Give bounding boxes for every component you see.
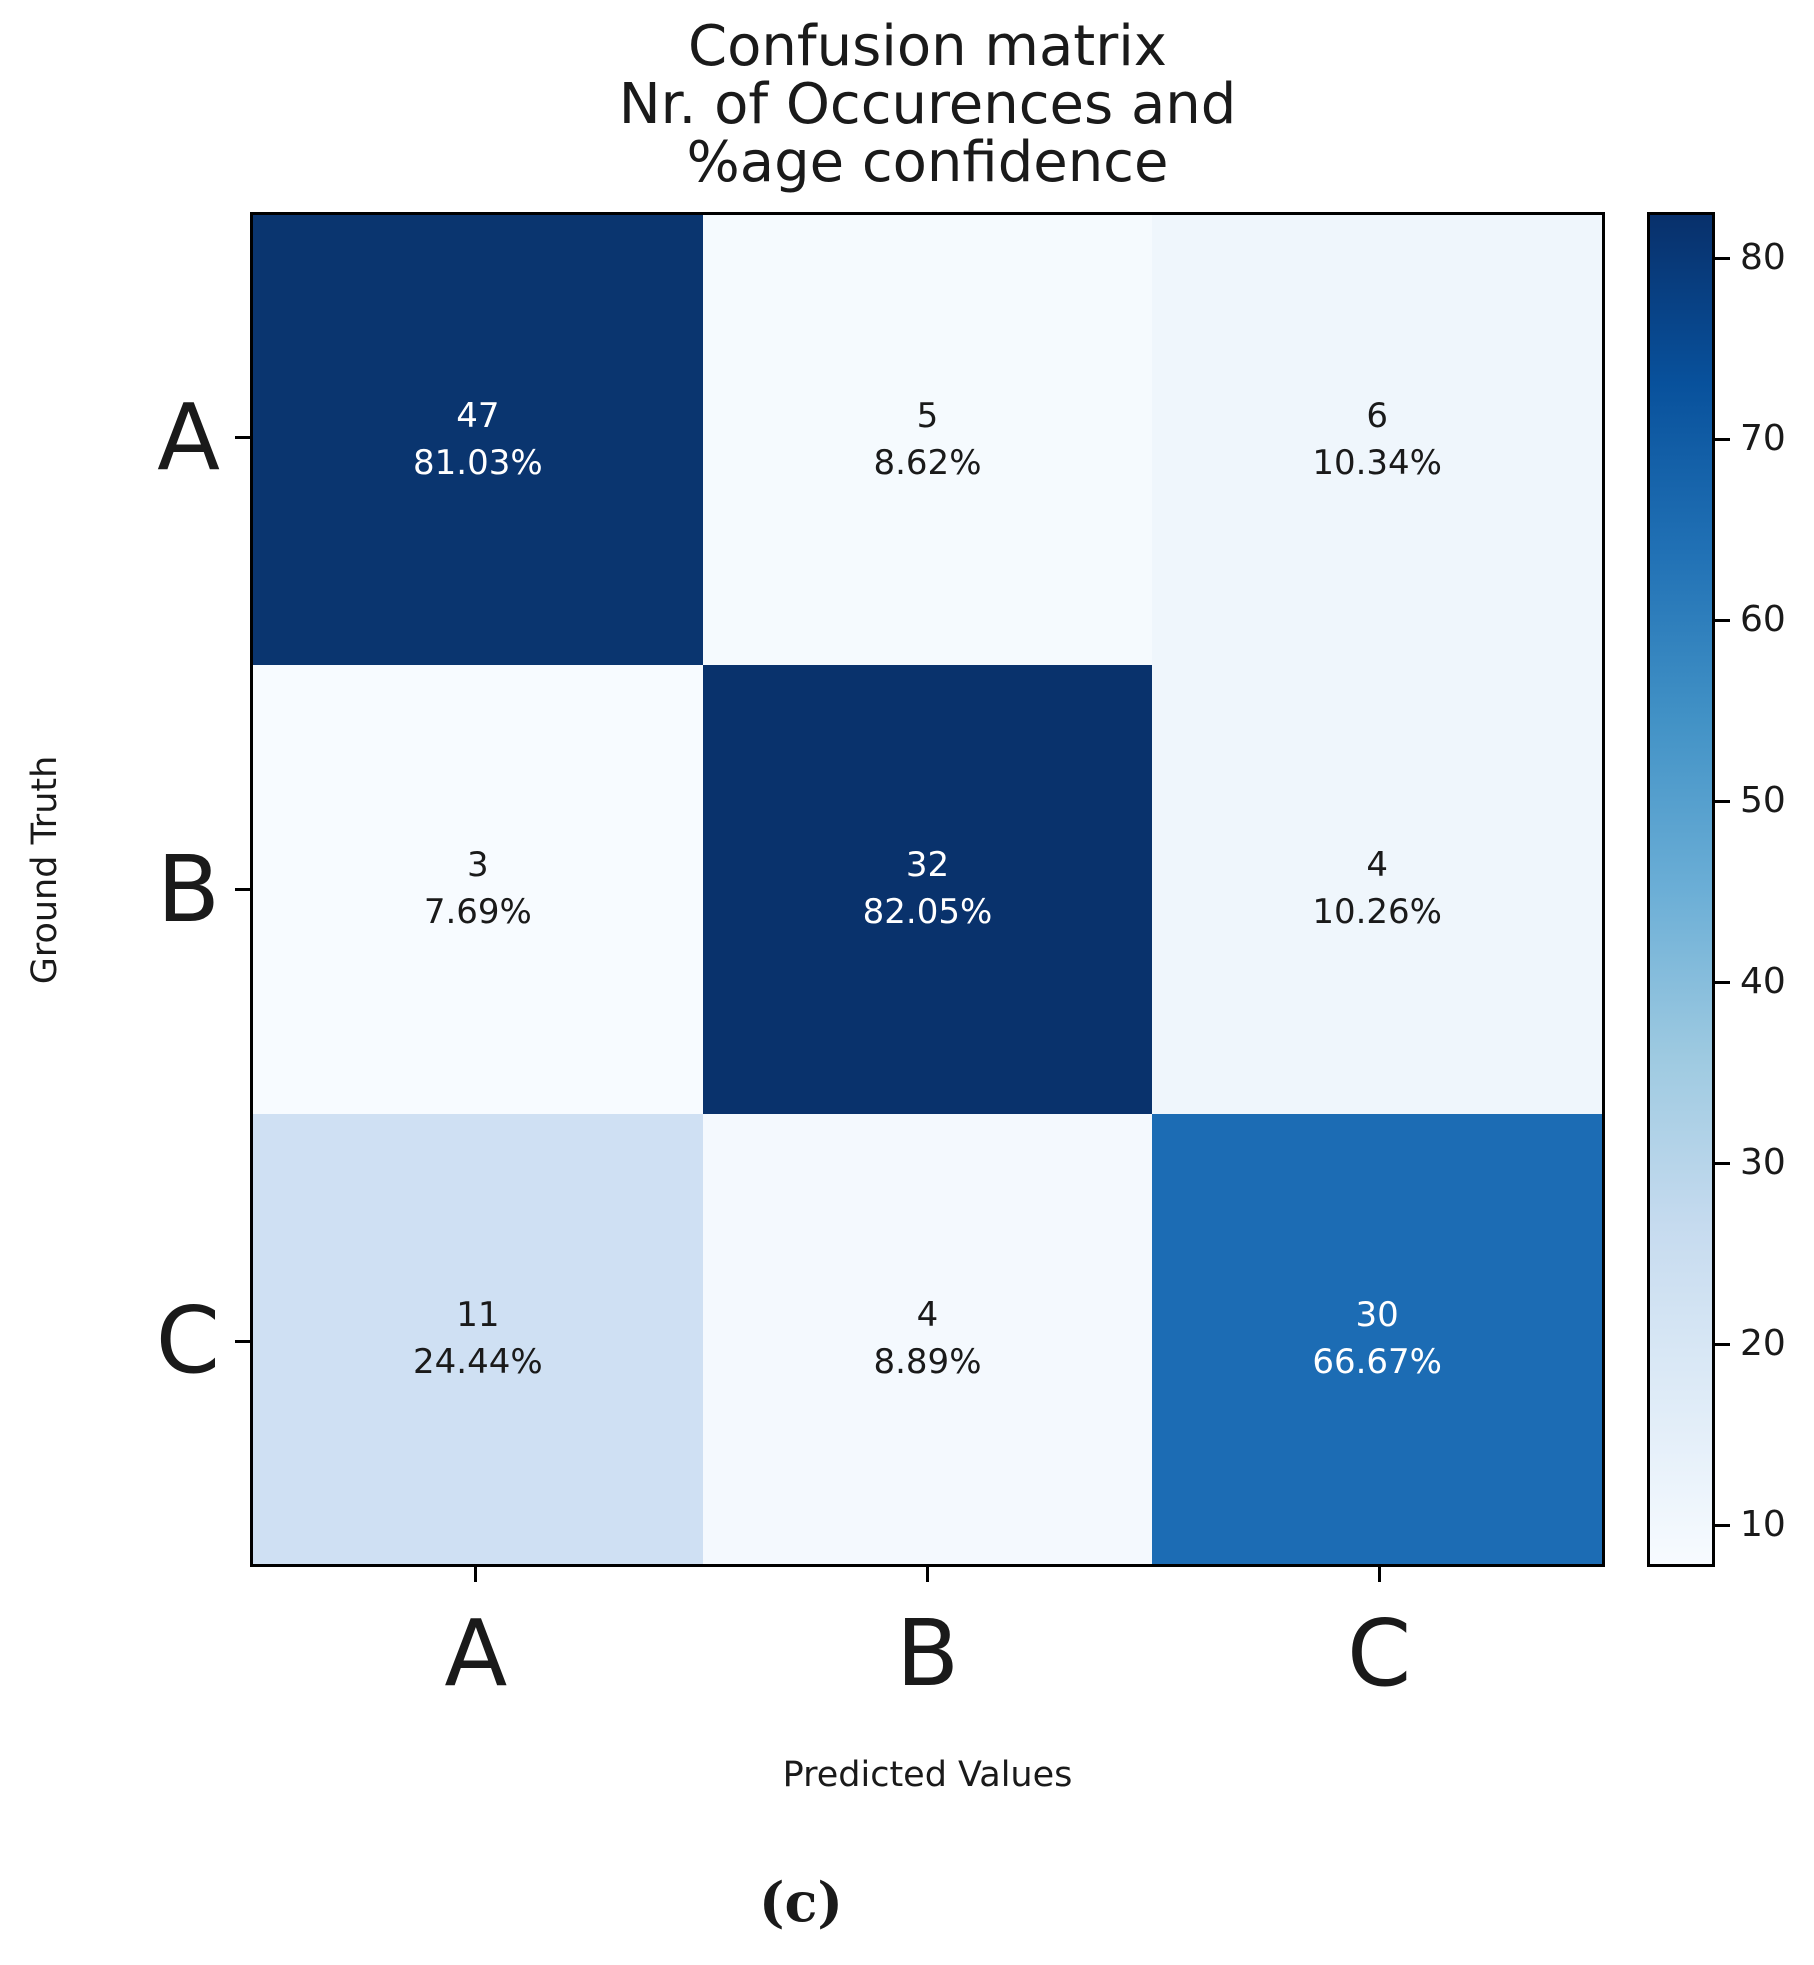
matrix-cell-C-C: 30 66.67% [1152,1114,1602,1564]
cell-percentage: 7.69% [423,892,532,933]
title-line-1: Confusion matrix [688,14,1167,79]
colorbar-tick-mark [1715,799,1730,803]
y-tick-mark [235,436,250,440]
x-tick-mark [926,1567,929,1582]
heatmap-grid: 47 81.03% 5 8.62% 6 10.34% 3 7.69% 32 82.05% 4 10.2… [250,212,1605,1567]
matrix-cell-C-A: 11 24.44% [253,1114,703,1564]
cell-count: 4 [916,1295,939,1336]
cell-count: 3 [467,845,489,886]
x-tick-mark [1377,1567,1381,1582]
y-tick-label-B: B [156,835,220,943]
y-tick-mark [235,888,250,891]
cell-count: 32 [905,845,950,886]
matrix-cell-A-C: 6 10.34% [1152,215,1602,665]
title-line-3: %age confidence [686,130,1169,195]
colorbar-tick-label-30: 30 [1740,1142,1786,1184]
colorbar-tick-label-60: 60 [1740,599,1786,641]
colorbar-tick-mark [1715,1161,1730,1165]
matrix-cell-B-B: 32 82.05% [702,664,1153,1115]
cell-percentage: 10.26% [1312,892,1442,933]
colorbar-tick-mark [1715,980,1730,984]
x-tick-label-B: B [895,1600,960,1707]
subfigure-caption: (c) [759,1870,843,1934]
cell-count: 6 [1366,395,1388,436]
colorbar-tick-label-40: 40 [1740,961,1786,1003]
cell-count: 11 [456,1295,500,1336]
colorbar-tick-mark [1715,1342,1730,1346]
x-tick-mark [474,1567,478,1582]
matrix-cell-A-A: 47 81.03% [253,215,703,665]
matrix-cell-C-B: 4 8.89% [702,1114,1153,1564]
cell-count: 4 [1366,845,1388,886]
cell-percentage: 24.44% [413,1342,543,1383]
colorbar-tick-mark [1715,618,1730,622]
y-tick-label-C: C [155,1287,220,1395]
cell-percentage: 8.89% [873,1342,982,1383]
colorbar-tick-label-50: 50 [1740,780,1786,822]
cell-count: 30 [1355,1295,1399,1336]
colorbar-tick-mark [1715,1523,1730,1527]
y-tick-label-A: A [157,383,220,491]
matrix-cell-B-C: 4 10.26% [1152,664,1602,1115]
title-line-2: Nr. of Occurences and [618,72,1237,137]
cell-percentage: 82.05% [862,892,993,933]
cell-percentage: 10.34% [1312,442,1442,483]
cell-count: 47 [456,395,500,436]
colorbar-tick-mark [1715,256,1730,260]
matrix-cell-A-B: 5 8.62% [702,215,1153,665]
x-tick-label-C: C [1347,1600,1412,1707]
cell-percentage: 81.03% [413,442,543,483]
cell-count: 5 [916,395,939,436]
y-tick-mark [235,1339,250,1343]
colorbar [1647,212,1715,1567]
colorbar-tick-label-70: 70 [1740,418,1786,460]
x-axis-label: Predicted Values [782,1755,1073,1795]
colorbar-tick-mark [1715,437,1730,441]
matrix-cell-B-A: 3 7.69% [253,664,703,1115]
colorbar-tick-label-10: 10 [1740,1504,1786,1546]
x-tick-label-A: A [444,1600,508,1707]
cell-percentage: 66.67% [1312,1342,1442,1383]
cell-percentage: 8.62% [873,442,982,483]
chart-title: Confusion matrix Nr. of Occurences and %… [250,18,1605,192]
colorbar-tick-label-20: 20 [1740,1323,1786,1365]
colorbar-tick-label-80: 80 [1740,237,1786,279]
